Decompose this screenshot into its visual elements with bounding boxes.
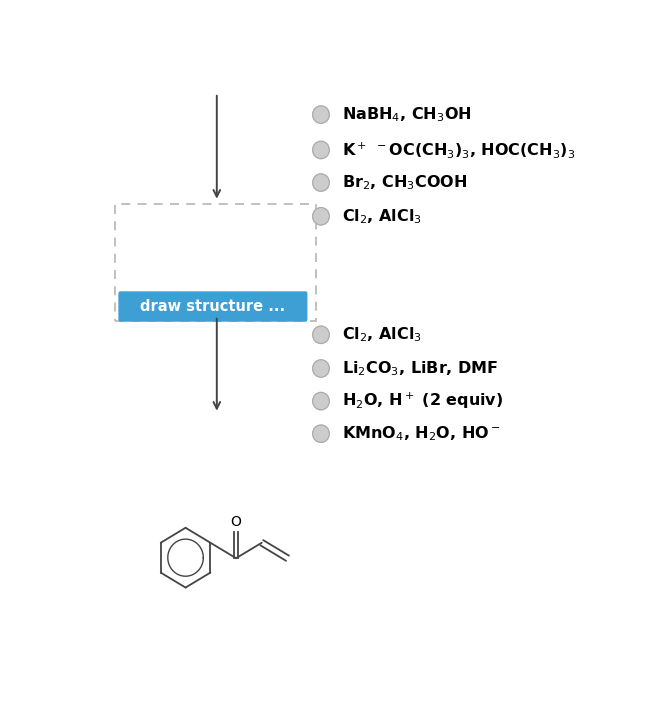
Text: O: O — [230, 515, 241, 530]
Bar — [116, 204, 316, 321]
Circle shape — [312, 141, 329, 159]
Text: KMnO$_4$, H$_2$O, HO$^-$: KMnO$_4$, H$_2$O, HO$^-$ — [342, 424, 501, 443]
Text: NaBH$_4$, CH$_3$OH: NaBH$_4$, CH$_3$OH — [342, 105, 472, 124]
Circle shape — [312, 393, 329, 409]
Text: Cl$_2$, AlCl$_3$: Cl$_2$, AlCl$_3$ — [342, 325, 422, 344]
Text: Br$_2$, CH$_3$COOH: Br$_2$, CH$_3$COOH — [342, 173, 468, 192]
Text: Cl$_2$, AlCl$_3$: Cl$_2$, AlCl$_3$ — [342, 207, 422, 226]
Circle shape — [312, 208, 329, 225]
Text: Li$_2$CO$_3$, LiBr, DMF: Li$_2$CO$_3$, LiBr, DMF — [342, 359, 499, 378]
Text: K$^+$ $^-$OC(CH$_3$)$_3$, HOC(CH$_3$)$_3$: K$^+$ $^-$OC(CH$_3$)$_3$, HOC(CH$_3$)$_3… — [342, 140, 576, 160]
Circle shape — [312, 360, 329, 377]
FancyBboxPatch shape — [118, 292, 307, 322]
Text: H$_2$O, H$^+$ (2 equiv): H$_2$O, H$^+$ (2 equiv) — [342, 391, 503, 412]
Circle shape — [312, 425, 329, 443]
Circle shape — [312, 106, 329, 124]
Circle shape — [312, 174, 329, 191]
Circle shape — [312, 326, 329, 344]
Text: draw structure ...: draw structure ... — [140, 299, 286, 314]
